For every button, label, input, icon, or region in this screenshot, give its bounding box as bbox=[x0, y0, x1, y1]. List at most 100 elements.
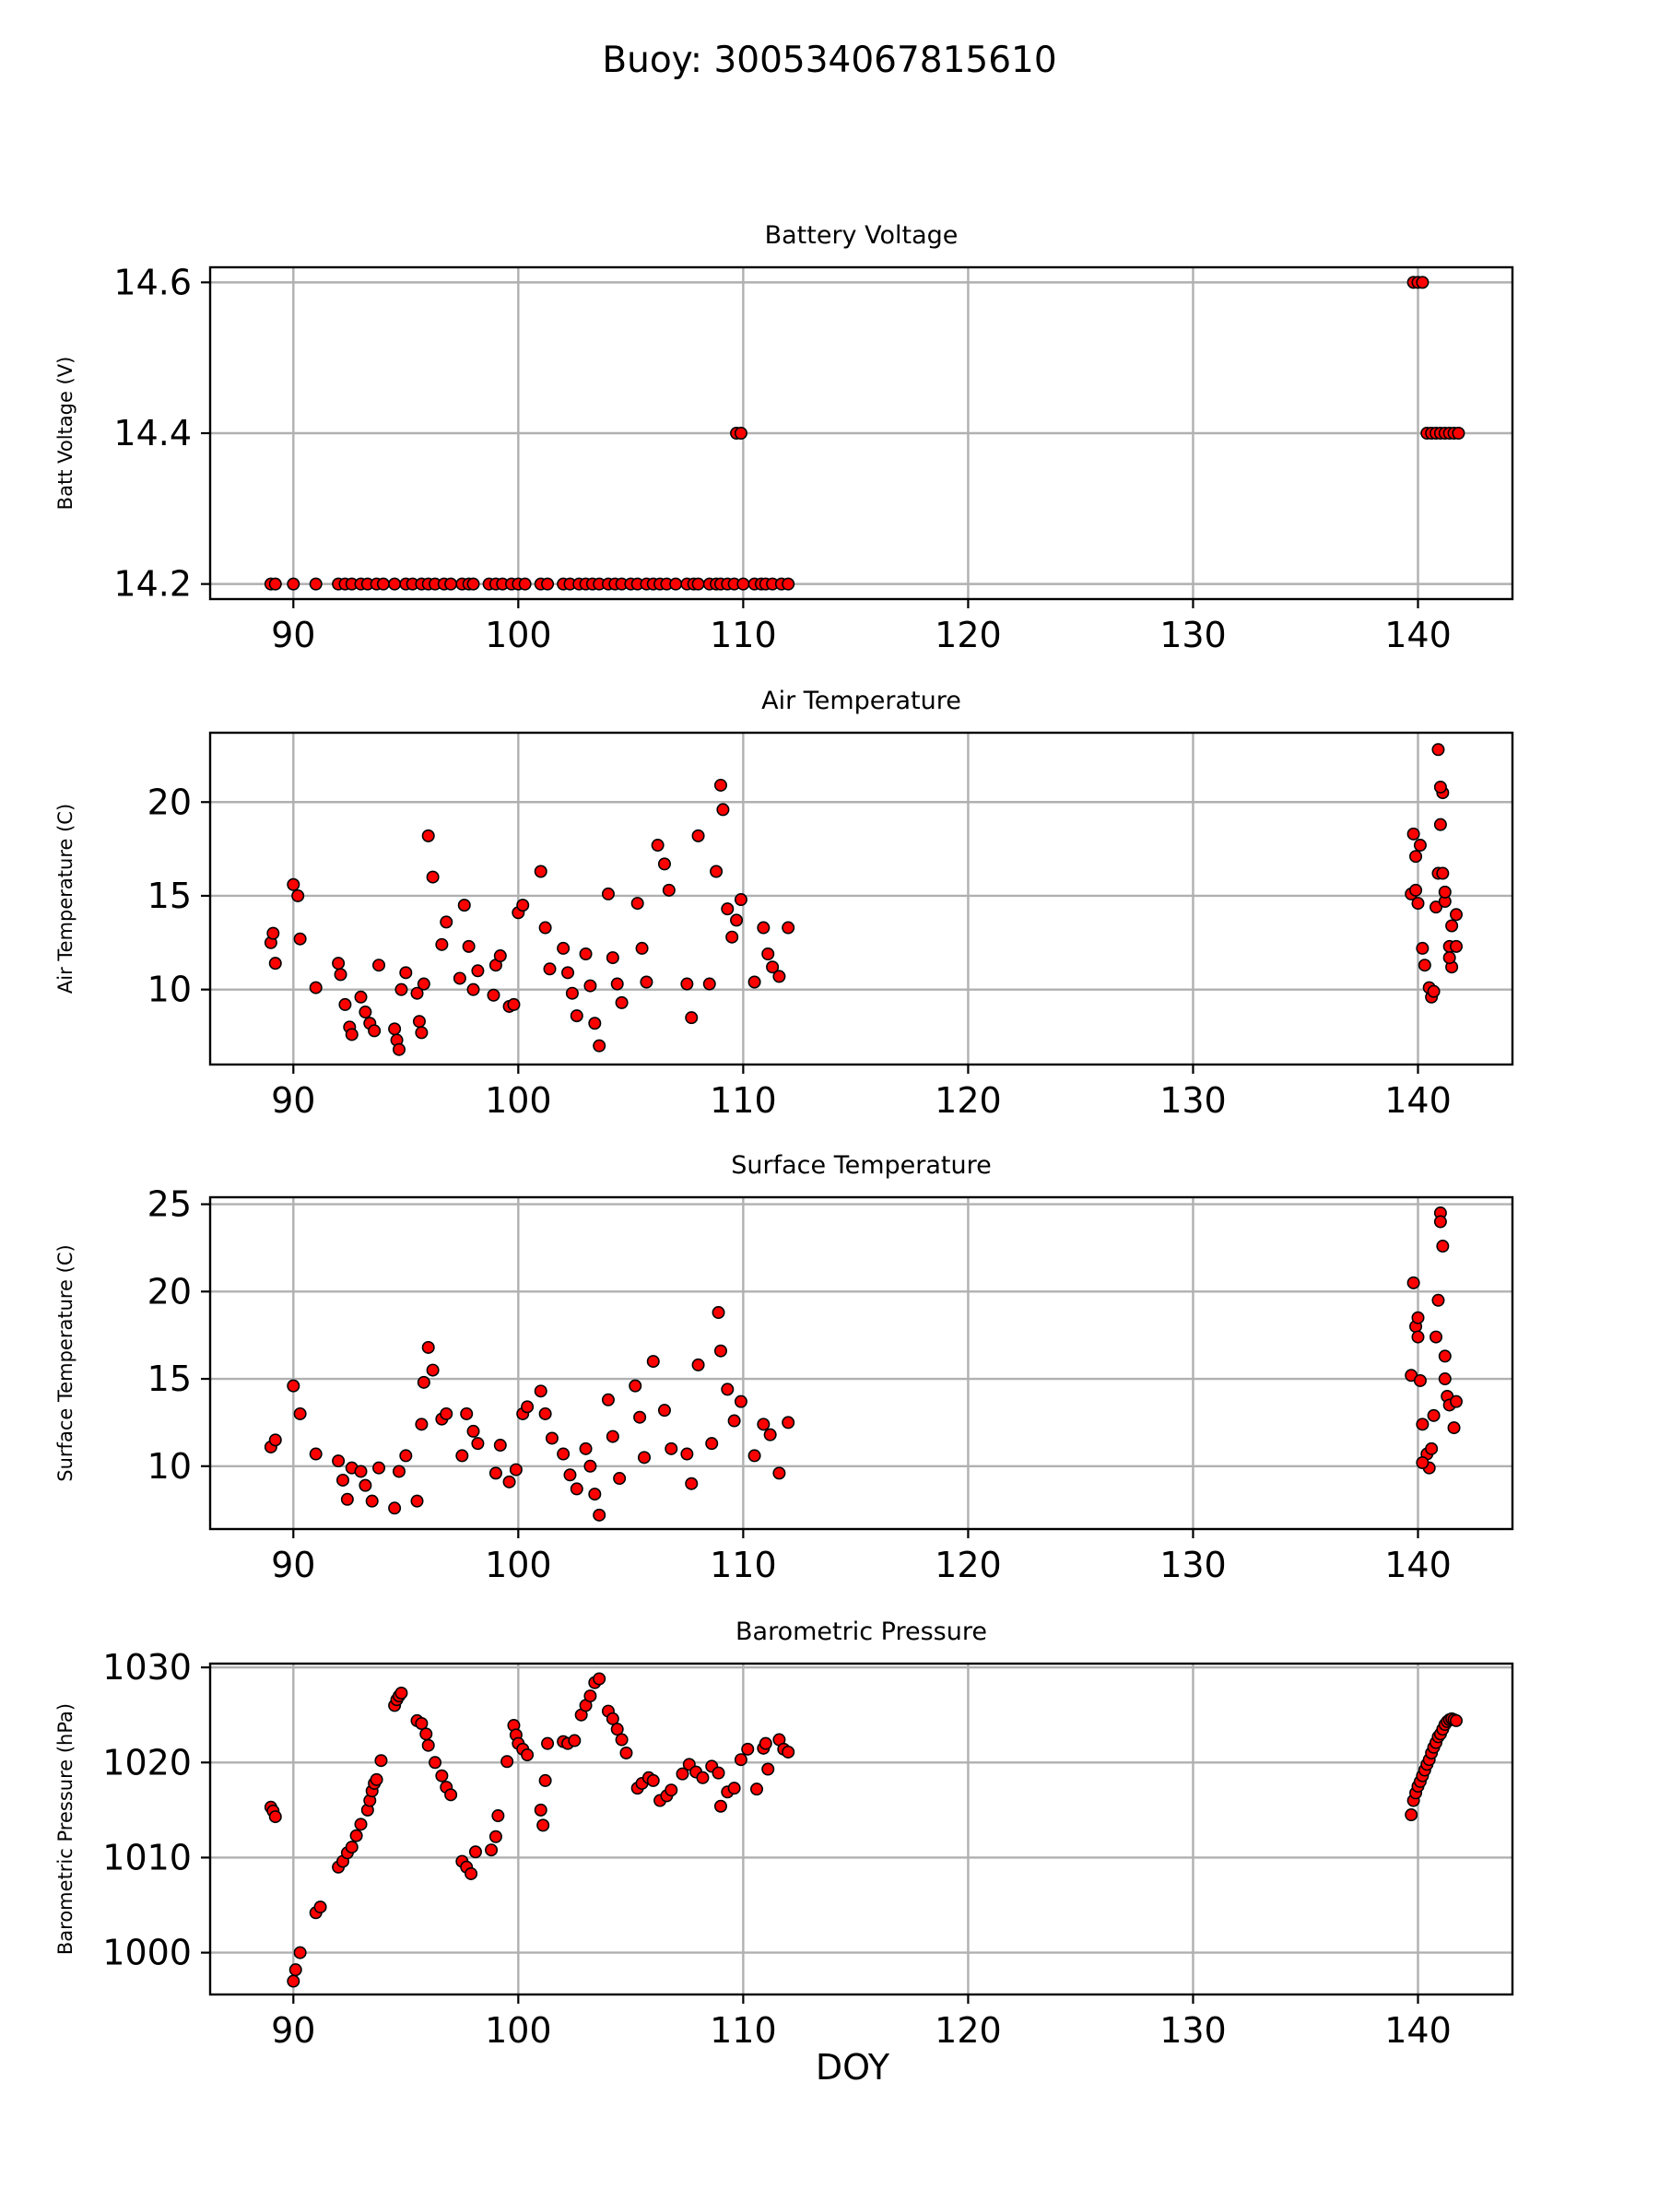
battery-voltage-y-axis-label: Batt Voltage (V) bbox=[54, 357, 76, 511]
data-point bbox=[1418, 959, 1431, 972]
data-point bbox=[1447, 1421, 1461, 1435]
data-point bbox=[1416, 1418, 1430, 1431]
data-point bbox=[727, 1782, 741, 1795]
barometric-pressure-points bbox=[264, 1672, 1463, 1988]
data-point bbox=[399, 966, 413, 980]
data-point bbox=[417, 977, 430, 991]
data-point bbox=[1449, 908, 1463, 922]
data-point bbox=[1411, 1311, 1425, 1324]
data-point bbox=[570, 1482, 583, 1496]
data-point bbox=[440, 915, 453, 929]
data-point bbox=[761, 947, 775, 961]
data-point bbox=[615, 1733, 629, 1747]
barometric-pressure-y-axis-label: Barometric Pressure (hPa) bbox=[54, 1703, 76, 1955]
data-point bbox=[750, 1783, 764, 1796]
data-point bbox=[766, 960, 780, 974]
battery-voltage-y-ticks: 14.2 14.4 14.6 bbox=[113, 262, 210, 605]
data-point bbox=[388, 577, 402, 591]
x-tick-label: 130 bbox=[1159, 1080, 1227, 1121]
data-point bbox=[392, 1465, 406, 1478]
data-point bbox=[359, 1478, 372, 1492]
data-point bbox=[782, 921, 795, 935]
data-point bbox=[1413, 839, 1427, 853]
data-point bbox=[534, 865, 547, 878]
data-point bbox=[345, 1028, 359, 1041]
data-point bbox=[538, 1773, 552, 1787]
data-point bbox=[593, 1039, 606, 1053]
data-point bbox=[516, 899, 530, 912]
data-point bbox=[419, 1727, 433, 1741]
x-tick-label: 100 bbox=[485, 1080, 552, 1121]
surface-temperature-y-axis-label: Surface Temperature (C) bbox=[54, 1244, 76, 1481]
data-point bbox=[538, 921, 552, 935]
data-point bbox=[657, 1404, 671, 1418]
data-point bbox=[500, 1755, 514, 1769]
y-tick-label: 1010 bbox=[102, 1837, 192, 1877]
data-point bbox=[730, 913, 744, 927]
x-tick-label: 110 bbox=[710, 615, 777, 655]
data-point bbox=[782, 1745, 795, 1759]
surface-temperature-x-ticks: 90 100 110 120 130 140 bbox=[271, 1529, 1452, 1585]
data-point bbox=[1438, 885, 1452, 899]
data-point bbox=[287, 1379, 300, 1393]
data-point bbox=[1406, 827, 1420, 841]
data-point bbox=[471, 1437, 485, 1451]
data-point bbox=[570, 1009, 583, 1023]
data-point bbox=[1413, 1373, 1427, 1387]
data-point bbox=[579, 1441, 593, 1455]
data-point bbox=[1438, 1372, 1452, 1386]
battery-voltage-panel: 90 100 110 120 130 140 14.2 14.4 14.6 Battery Vol… bbox=[54, 221, 1514, 655]
data-point bbox=[268, 1433, 282, 1447]
data-point bbox=[665, 1441, 678, 1455]
data-point bbox=[615, 995, 629, 1009]
data-point bbox=[268, 577, 282, 591]
data-point bbox=[691, 829, 705, 842]
data-point bbox=[487, 988, 500, 1002]
data-point bbox=[747, 975, 761, 989]
data-point bbox=[545, 1431, 559, 1445]
data-point bbox=[646, 1355, 660, 1369]
data-point bbox=[332, 957, 346, 971]
air-temperature-x-ticks: 90 100 110 120 130 140 bbox=[271, 1065, 1452, 1121]
air-temperature-title: Air Temperature bbox=[761, 687, 961, 715]
data-point bbox=[444, 1788, 458, 1802]
data-point bbox=[426, 1363, 440, 1377]
data-point bbox=[421, 1738, 435, 1752]
air-temperature-points bbox=[264, 743, 1463, 1056]
data-point bbox=[772, 1466, 786, 1480]
data-point bbox=[410, 986, 424, 1000]
x-tick-label: 110 bbox=[710, 2010, 777, 2051]
data-point bbox=[635, 941, 649, 955]
data-point bbox=[1409, 883, 1423, 897]
data-point bbox=[680, 1447, 694, 1461]
data-point bbox=[637, 1451, 651, 1465]
subplots: 90 100 110 120 130 140 14.2 14.4 14.6 Battery Vol… bbox=[54, 221, 1514, 2051]
data-point bbox=[534, 1384, 547, 1398]
data-point bbox=[415, 1418, 429, 1431]
data-point bbox=[521, 1748, 535, 1762]
data-point bbox=[1436, 1240, 1450, 1253]
data-point bbox=[491, 1809, 505, 1823]
surface-temperature-grid bbox=[210, 1197, 1512, 1529]
data-point bbox=[685, 1477, 699, 1490]
data-point bbox=[394, 1686, 408, 1700]
data-point bbox=[1449, 1394, 1463, 1408]
data-point bbox=[313, 1900, 327, 1914]
data-point bbox=[334, 968, 347, 982]
x-tick-label: 140 bbox=[1384, 615, 1452, 655]
data-point bbox=[466, 982, 480, 996]
data-point bbox=[534, 1803, 547, 1817]
data-point bbox=[1438, 1349, 1452, 1363]
data-point bbox=[421, 829, 435, 842]
data-point bbox=[417, 1375, 430, 1389]
data-point bbox=[583, 979, 597, 993]
data-point bbox=[1431, 743, 1445, 757]
data-point bbox=[716, 803, 730, 817]
data-point bbox=[734, 426, 747, 440]
x-tick-label: 110 bbox=[710, 1545, 777, 1585]
data-point bbox=[606, 1430, 619, 1443]
data-point bbox=[601, 1393, 615, 1406]
y-tick-label: 1030 bbox=[102, 1647, 192, 1688]
surface-temperature-points bbox=[264, 1206, 1463, 1522]
data-point bbox=[376, 577, 390, 591]
